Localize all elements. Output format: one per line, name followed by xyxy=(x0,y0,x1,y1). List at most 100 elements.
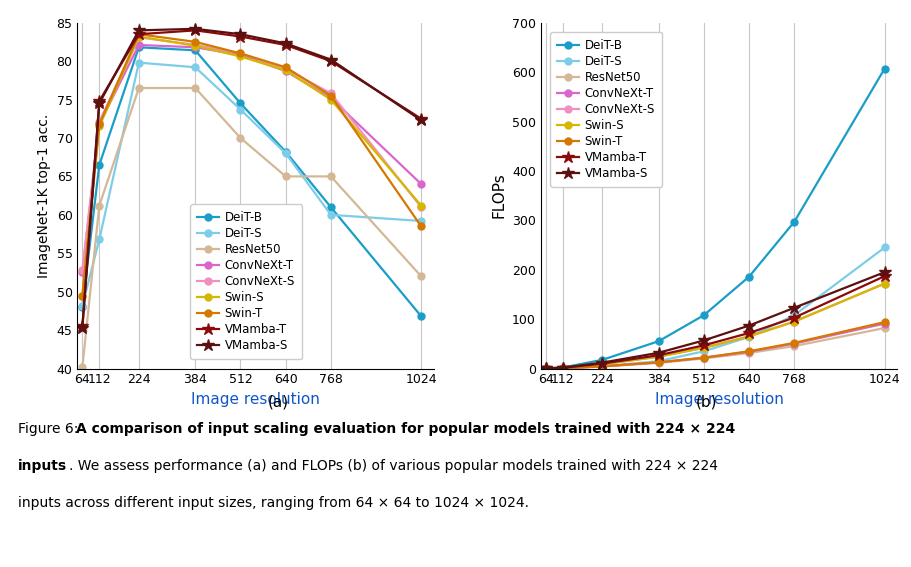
ConvNeXt-S xyxy=(653,353,664,360)
ConvNeXt-T xyxy=(699,354,710,361)
VMamba-T xyxy=(281,41,292,48)
ConvNeXt-T xyxy=(94,121,105,128)
ConvNeXt-S xyxy=(597,361,608,367)
Swin-S xyxy=(235,53,246,60)
Y-axis label: FLOPs: FLOPs xyxy=(491,173,507,218)
ConvNeXt-S xyxy=(789,318,800,325)
VMamba-T xyxy=(879,273,890,280)
Swin-S xyxy=(281,67,292,74)
Swin-T xyxy=(789,340,800,346)
ConvNeXt-S xyxy=(879,280,890,287)
DeiT-B xyxy=(133,44,144,50)
ResNet50 xyxy=(743,350,754,357)
Swin-S xyxy=(789,318,800,325)
Swin-T xyxy=(235,50,246,57)
ConvNeXt-S xyxy=(189,41,200,48)
VMamba-S xyxy=(415,117,426,124)
VMamba-T xyxy=(653,352,664,358)
DeiT-B xyxy=(558,364,568,371)
Swin-T xyxy=(743,348,754,355)
Swin-S xyxy=(743,333,754,340)
ConvNeXt-S xyxy=(77,266,87,273)
DeiT-B xyxy=(325,204,336,210)
Swin-T xyxy=(540,365,551,372)
ConvNeXt-S xyxy=(743,333,754,340)
ConvNeXt-T xyxy=(879,320,890,327)
VMamba-S xyxy=(699,337,710,344)
Line: ResNet50: ResNet50 xyxy=(79,84,425,370)
DeiT-B xyxy=(235,100,246,107)
VMamba-S xyxy=(235,31,246,37)
Swin-T xyxy=(189,39,200,45)
ResNet50 xyxy=(789,342,800,349)
Line: DeiT-S: DeiT-S xyxy=(542,244,888,372)
DeiT-B xyxy=(540,365,551,372)
DeiT-B xyxy=(94,162,105,168)
Text: Figure 6:: Figure 6: xyxy=(18,422,83,437)
ConvNeXt-S xyxy=(235,50,246,57)
Line: DeiT-B: DeiT-B xyxy=(542,65,888,372)
ResNet50 xyxy=(653,359,664,366)
DeiT-B xyxy=(189,47,200,54)
Swin-T xyxy=(415,223,426,230)
Swin-T xyxy=(879,319,890,325)
Swin-S xyxy=(189,43,200,49)
DeiT-B xyxy=(699,312,710,319)
ConvNeXt-T xyxy=(325,95,336,101)
ConvNeXt-T xyxy=(235,52,246,58)
Swin-T xyxy=(699,354,710,361)
VMamba-T xyxy=(94,98,105,104)
VMamba-S xyxy=(77,324,87,331)
ConvNeXt-S xyxy=(94,119,105,125)
VMamba-S xyxy=(94,100,105,107)
ResNet50 xyxy=(325,173,336,180)
VMamba-S xyxy=(540,365,551,372)
VMamba-S xyxy=(879,269,890,276)
VMamba-T xyxy=(325,58,336,65)
DeiT-S xyxy=(415,218,426,225)
ResNet50 xyxy=(415,273,426,280)
ConvNeXt-S xyxy=(558,365,568,371)
Swin-S xyxy=(699,344,710,351)
ConvNeXt-T xyxy=(77,269,87,276)
Line: Swin-S: Swin-S xyxy=(542,280,888,372)
ResNet50 xyxy=(189,84,200,91)
DeiT-S xyxy=(558,365,568,371)
Line: ConvNeXt-T: ConvNeXt-T xyxy=(542,320,888,372)
VMamba-T xyxy=(540,365,551,372)
ConvNeXt-T xyxy=(789,340,800,347)
VMamba-S xyxy=(558,364,568,371)
VMamba-T xyxy=(558,365,568,371)
DeiT-B xyxy=(281,149,292,155)
DeiT-S xyxy=(281,150,292,156)
ConvNeXt-S xyxy=(415,204,426,210)
ConvNeXt-T xyxy=(189,44,200,50)
ResNet50 xyxy=(133,84,144,91)
DeiT-S xyxy=(699,348,710,355)
Swin-S xyxy=(133,33,144,40)
Line: VMamba-S: VMamba-S xyxy=(539,266,891,375)
DeiT-B xyxy=(653,338,664,345)
ResNet50 xyxy=(235,134,246,141)
ResNet50 xyxy=(597,363,608,370)
ResNet50 xyxy=(540,365,551,372)
Swin-T xyxy=(597,363,608,370)
Swin-T xyxy=(558,365,568,372)
VMamba-S xyxy=(743,322,754,329)
Line: VMamba-T: VMamba-T xyxy=(77,24,427,332)
VMamba-S xyxy=(325,56,336,63)
DeiT-S xyxy=(94,236,105,243)
ConvNeXt-S xyxy=(325,90,336,97)
ConvNeXt-S xyxy=(540,365,551,372)
DeiT-S xyxy=(235,106,246,113)
DeiT-S xyxy=(597,363,608,370)
ConvNeXt-T xyxy=(281,67,292,74)
VMamba-S xyxy=(789,304,800,311)
ConvNeXt-S xyxy=(133,34,144,41)
VMamba-T xyxy=(77,323,87,329)
Line: ResNet50: ResNet50 xyxy=(542,324,888,372)
Swin-S xyxy=(325,96,336,103)
ConvNeXt-T xyxy=(653,359,664,366)
Swin-T xyxy=(653,359,664,366)
Swin-S xyxy=(540,365,551,372)
